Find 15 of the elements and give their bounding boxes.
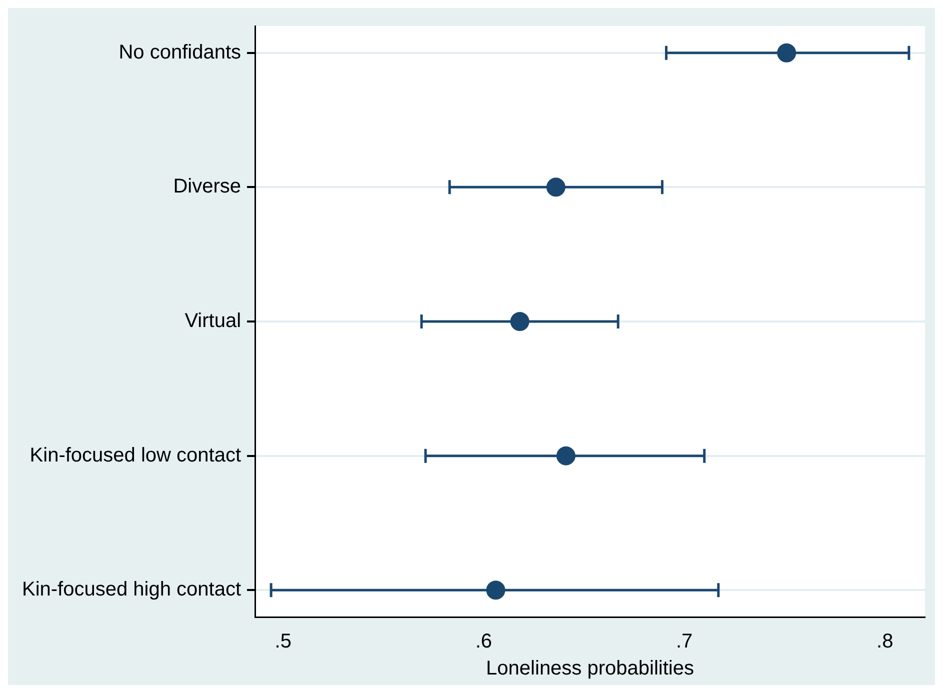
- x-tick-label: .5: [274, 630, 292, 653]
- point: [486, 580, 506, 600]
- x-axis-title: Loneliness probabilities: [486, 658, 694, 680]
- point: [556, 446, 576, 466]
- y-tick-label: Kin-focused high contact: [22, 578, 242, 601]
- point: [546, 178, 566, 197]
- y-tick-label: Virtual: [184, 310, 242, 332]
- x-tick-label: .6: [475, 630, 492, 653]
- x-tick-label: .8: [876, 630, 894, 653]
- x-tick-label: .7: [676, 630, 693, 653]
- y-tick-label: No confidants: [118, 41, 242, 64]
- point: [510, 312, 530, 331]
- y-tick-label: Kin-focused low contact: [30, 444, 242, 466]
- y-tick-label: Diverse: [173, 176, 242, 198]
- point: [777, 43, 796, 62]
